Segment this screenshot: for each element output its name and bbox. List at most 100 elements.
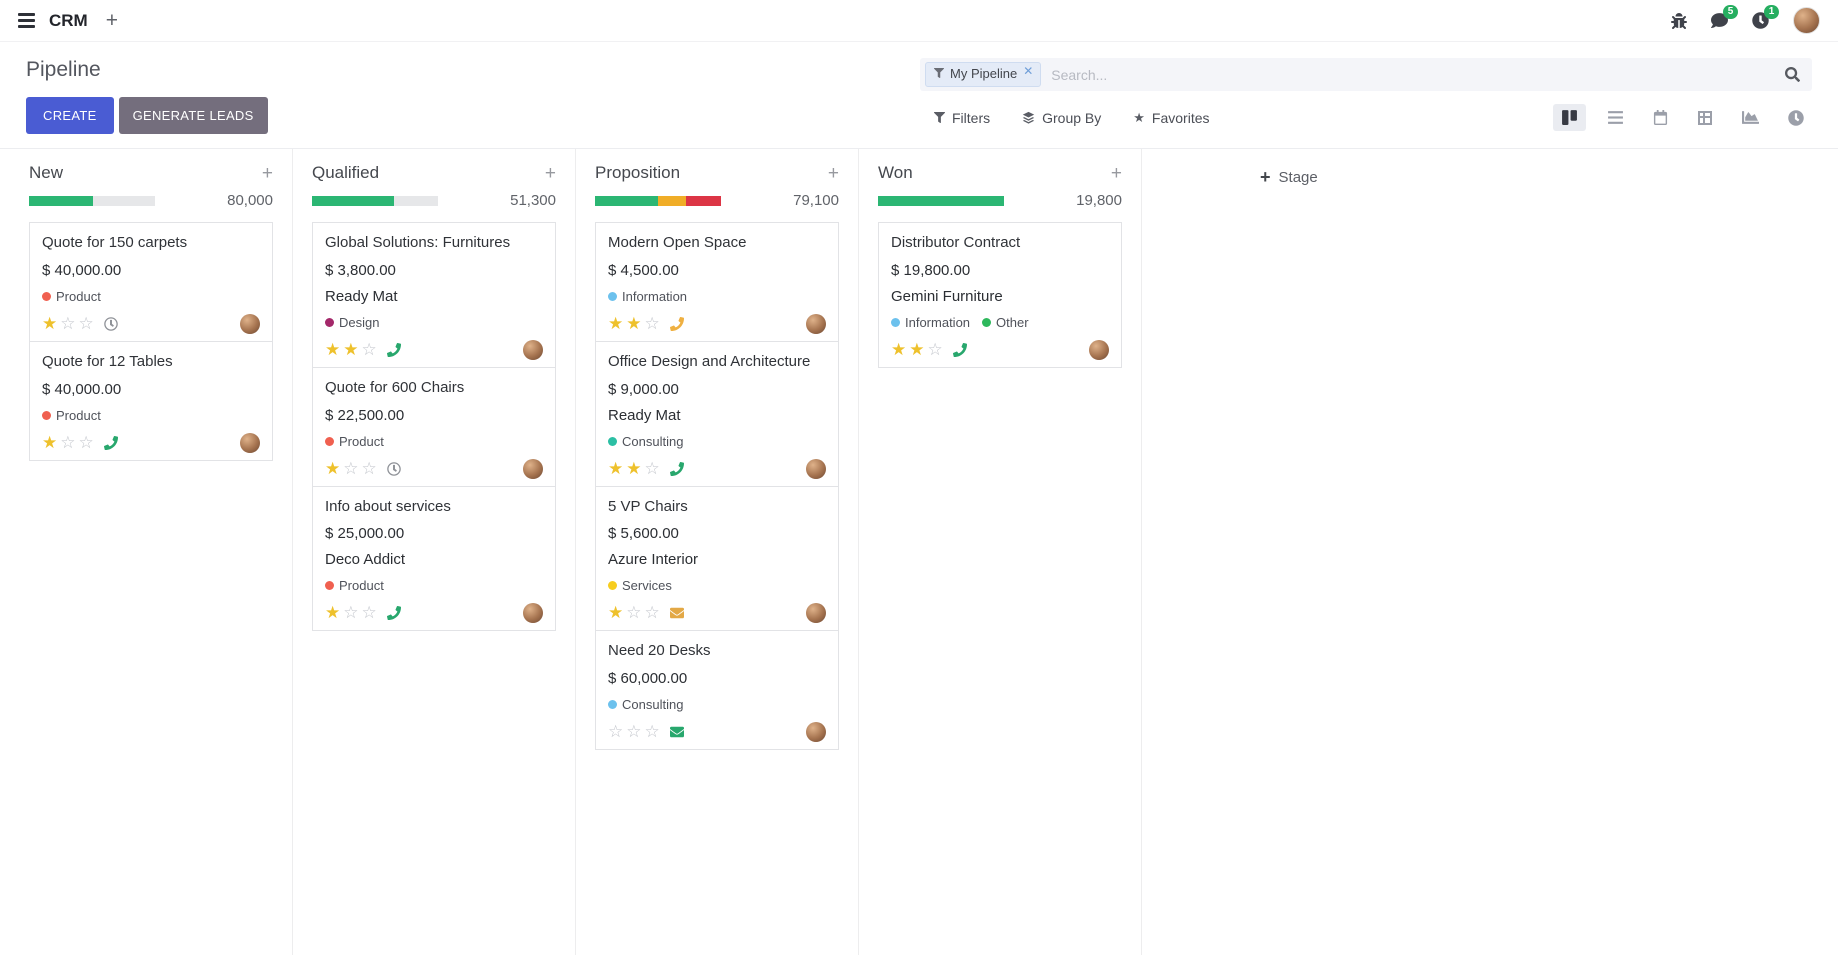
priority-star-icon[interactable]: ★: [343, 339, 359, 359]
priority-star-icon[interactable]: ☆: [60, 313, 76, 333]
activity-phone-icon[interactable]: [386, 606, 401, 621]
view-calendar-button[interactable]: [1645, 105, 1676, 130]
priority-star-icon[interactable]: ☆: [927, 339, 943, 359]
priority-star-icon[interactable]: ★: [909, 339, 925, 359]
kanban-card[interactable]: 5 VP Chairs $ 5,600.00 Azure Interior Servi…: [595, 485, 839, 632]
priority-star-icon[interactable]: ★: [325, 603, 341, 623]
view-activity-button[interactable]: [1780, 105, 1812, 131]
activity-phone-icon[interactable]: [669, 461, 684, 476]
priority-star-icon[interactable]: ☆: [361, 603, 377, 623]
column-progressbar[interactable]: [312, 195, 438, 206]
priority-star-icon[interactable]: ☆: [343, 458, 359, 478]
priority-widget[interactable]: ☆ ☆ ☆: [608, 722, 663, 742]
progress-segment[interactable]: [312, 195, 394, 206]
progress-segment[interactable]: [685, 195, 721, 206]
messages-icon[interactable]: 5: [1711, 5, 1738, 29]
activity-phone-icon[interactable]: [386, 342, 401, 357]
priority-star-icon[interactable]: ★: [42, 313, 58, 333]
column-title[interactable]: New: [29, 163, 64, 182]
view-list-button[interactable]: [1599, 104, 1632, 131]
bug-icon[interactable]: [1671, 12, 1687, 29]
priority-star-icon[interactable]: ☆: [343, 603, 359, 623]
kanban-card[interactable]: Quote for 12 Tables $ 40,000.00 Product ★ ☆ ☆: [29, 340, 273, 461]
kanban-card[interactable]: Quote for 150 carpets $ 40,000.00 Product ★…: [29, 222, 273, 342]
priority-star-icon[interactable]: ☆: [78, 313, 94, 333]
activity-clock-icon[interactable]: [386, 461, 401, 476]
view-pivot-button[interactable]: [1689, 105, 1721, 131]
progress-segment[interactable]: [595, 195, 658, 206]
priority-widget[interactable]: ★ ★ ☆: [891, 340, 946, 360]
app-name[interactable]: CRM: [49, 10, 88, 30]
priority-star-icon[interactable]: ★: [608, 603, 624, 623]
activity-clock-icon[interactable]: [103, 316, 118, 331]
activity-mail-icon[interactable]: [669, 606, 684, 620]
activity-mail-icon[interactable]: [669, 725, 684, 739]
filters-button[interactable]: Filters: [934, 110, 990, 126]
priority-widget[interactable]: ★ ★ ☆: [325, 340, 380, 360]
facet-remove-icon[interactable]: ✕: [1023, 64, 1034, 78]
priority-star-icon[interactable]: ☆: [78, 432, 94, 452]
priority-star-icon[interactable]: ★: [42, 432, 58, 452]
progress-segment[interactable]: [393, 195, 438, 206]
menu-icon[interactable]: [18, 13, 35, 28]
column-progressbar[interactable]: [595, 195, 721, 206]
add-icon[interactable]: +: [105, 9, 118, 32]
search-icon[interactable]: [1785, 67, 1800, 82]
priority-widget[interactable]: ★ ★ ☆: [608, 459, 663, 479]
activities-clock-icon[interactable]: 1: [1752, 5, 1779, 29]
column-add-button[interactable]: +: [827, 162, 839, 184]
progress-segment[interactable]: [93, 195, 155, 206]
favorites-button[interactable]: ★ Favorites: [1133, 110, 1209, 126]
priority-widget[interactable]: ★ ☆ ☆: [325, 459, 380, 479]
priority-star-icon[interactable]: ☆: [644, 313, 660, 333]
priority-widget[interactable]: ★ ☆ ☆: [325, 603, 380, 623]
priority-star-icon[interactable]: ☆: [626, 603, 642, 623]
priority-star-icon[interactable]: ☆: [644, 603, 660, 623]
column-title[interactable]: Proposition: [595, 163, 681, 182]
column-progressbar[interactable]: [29, 195, 155, 206]
priority-star-icon[interactable]: ★: [608, 458, 624, 478]
kanban-card[interactable]: Global Solutions: Furnitures $ 3,800.00 Re…: [312, 222, 556, 368]
kanban-card[interactable]: Need 20 Desks $ 60,000.00 Consulting ☆ ☆ ☆: [595, 630, 839, 750]
kanban-card[interactable]: Modern Open Space $ 4,500.00 Information ★ ★…: [595, 222, 839, 342]
priority-widget[interactable]: ★ ☆ ☆: [42, 433, 97, 453]
user-avatar[interactable]: [1793, 7, 1820, 34]
kanban-card[interactable]: Distributor Contract $ 19,800.00 Gemini Fu…: [878, 222, 1122, 368]
priority-star-icon[interactable]: ★: [325, 458, 341, 478]
priority-star-icon[interactable]: ☆: [608, 722, 624, 742]
view-graph-button[interactable]: [1734, 104, 1767, 131]
progress-segment[interactable]: [29, 195, 94, 206]
column-add-button[interactable]: +: [544, 162, 556, 184]
search-facet[interactable]: My Pipeline ✕: [925, 62, 1042, 87]
priority-star-icon[interactable]: ☆: [361, 458, 377, 478]
search-bar[interactable]: My Pipeline ✕: [920, 58, 1812, 91]
column-title[interactable]: Qualified: [312, 163, 380, 182]
activity-phone-icon[interactable]: [103, 435, 118, 450]
priority-star-icon[interactable]: ☆: [644, 722, 660, 742]
priority-star-icon[interactable]: ☆: [60, 432, 76, 452]
priority-widget[interactable]: ★ ★ ☆: [608, 314, 663, 334]
activity-phone-icon[interactable]: [669, 316, 684, 331]
column-add-button[interactable]: +: [1110, 162, 1122, 184]
generate-leads-button[interactable]: GENERATE LEADS: [118, 97, 268, 134]
kanban-card[interactable]: Quote for 600 Chairs $ 22,500.00 Product ★ ☆…: [312, 366, 556, 487]
priority-star-icon[interactable]: ★: [891, 339, 907, 359]
view-kanban-button[interactable]: [1553, 104, 1586, 131]
progress-segment[interactable]: [878, 195, 1004, 206]
progress-segment[interactable]: [658, 195, 686, 206]
activity-phone-icon[interactable]: [952, 342, 967, 357]
priority-star-icon[interactable]: ★: [325, 339, 341, 359]
column-add-button[interactable]: +: [261, 162, 273, 184]
search-input[interactable]: [1041, 66, 1785, 83]
priority-widget[interactable]: ★ ☆ ☆: [608, 603, 663, 623]
priority-star-icon[interactable]: ☆: [626, 722, 642, 742]
priority-star-icon[interactable]: ☆: [644, 458, 660, 478]
column-progressbar[interactable]: [878, 195, 1004, 206]
priority-star-icon[interactable]: ★: [626, 458, 642, 478]
kanban-card[interactable]: Info about services $ 25,000.00 Deco Addic…: [312, 485, 556, 632]
priority-star-icon[interactable]: ☆: [361, 339, 377, 359]
group-by-button[interactable]: Group By: [1022, 110, 1101, 126]
priority-widget[interactable]: ★ ☆ ☆: [42, 314, 97, 334]
column-title[interactable]: Won: [878, 163, 913, 182]
create-button[interactable]: CREATE: [26, 97, 114, 134]
